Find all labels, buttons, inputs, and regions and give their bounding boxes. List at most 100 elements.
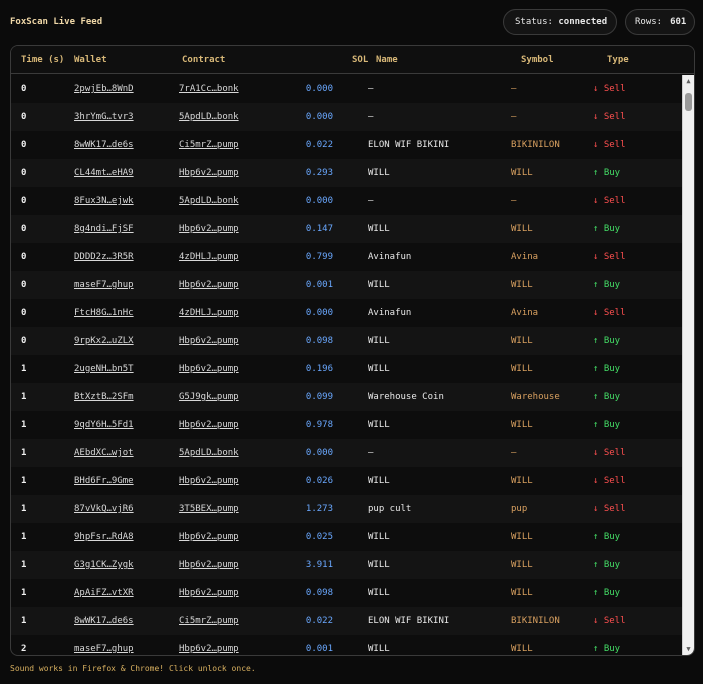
token-name: —: [368, 84, 374, 94]
contract-link[interactable]: Hbp6v2…pump: [179, 476, 239, 486]
wallet-link[interactable]: 8wWK17…de6s: [74, 616, 134, 626]
contract-link[interactable]: Hbp6v2…pump: [179, 644, 239, 654]
contract-link[interactable]: 7rA1Cc…bonk: [179, 84, 239, 94]
sol-amount: 0.000: [305, 308, 333, 318]
contract-link[interactable]: Hbp6v2…pump: [179, 280, 239, 290]
wallet-link[interactable]: DDDD2z…3R5R: [74, 252, 134, 262]
wallet-link[interactable]: ApAiFZ…vtXR: [74, 588, 134, 598]
wallet-link[interactable]: 9qdY6H…5Fd1: [74, 420, 134, 430]
token-name: WILL: [368, 476, 390, 486]
contract-link[interactable]: 4zDHLJ…pump: [179, 252, 239, 262]
contract-link[interactable]: G5J9gk…pump: [179, 392, 239, 402]
token-name: ELON WIF BIKINI: [368, 616, 450, 626]
token-name: —: [368, 112, 374, 122]
wallet-link[interactable]: G3g1CK…Zygk: [74, 560, 134, 570]
rows-pill: Rows: 601: [625, 9, 695, 35]
status-pill: Status: connected: [503, 9, 617, 35]
wallet-link[interactable]: maseF7…ghup: [74, 644, 134, 654]
table-row: 1 2ugeNH…bn5T Hbp6v2…pump 0.196 WILL WILL ↑ Bu…: [11, 355, 682, 383]
trade-table: Time (s) Wallet Contract SOL Name Symbol…: [10, 45, 695, 656]
scroll-down-arrow-icon[interactable]: ▼: [686, 645, 691, 653]
table-row: 0 DDDD2z…3R5R 4zDHLJ…pump 0.799 Avinafun Avin…: [11, 243, 682, 271]
table-row: 2 maseF7…ghup Hbp6v2…pump 0.001 WILL WILL ↑ Bu…: [11, 635, 682, 655]
trade-type: ↑ Buy: [593, 280, 621, 290]
status-value: connected: [558, 17, 608, 27]
token-symbol: —: [511, 448, 517, 458]
table-row: 1 BtXztB…2SFm G5J9gk…pump 0.099 Warehouse Co…: [11, 383, 682, 411]
contract-link[interactable]: Ci5mrZ…pump: [179, 140, 239, 150]
wallet-link[interactable]: 8Fux3N…ejwk: [74, 196, 134, 206]
contract-link[interactable]: Hbp6v2…pump: [179, 336, 239, 346]
wallet-link[interactable]: CL44mt…eHA9: [74, 168, 134, 178]
wallet-link[interactable]: 87vVkQ…vjR6: [74, 504, 134, 514]
wallet-link[interactable]: BtXztB…2SFm: [74, 392, 134, 402]
sol-amount: 0.022: [305, 616, 333, 626]
contract-link[interactable]: 4zDHLJ…pump: [179, 308, 239, 318]
token-name: WILL: [368, 280, 390, 290]
table-row: 0 8Fux3N…ejwk 5ApdLD…bonk 0.000 — — ↓ Sell: [11, 187, 682, 215]
trade-type: ↓ Sell: [593, 448, 626, 458]
trade-type: ↑ Buy: [593, 560, 621, 570]
wallet-link[interactable]: 2ugeNH…bn5T: [74, 364, 134, 374]
token-name: WILL: [368, 364, 390, 374]
trade-type: ↓ Sell: [593, 140, 626, 150]
footer-note: Sound works in Firefox & Chrome! Click u…: [10, 664, 256, 673]
contract-link[interactable]: Hbp6v2…pump: [179, 588, 239, 598]
wallet-link[interactable]: FtcH8G…1nHc: [74, 308, 134, 318]
wallet-link[interactable]: 9rpKx2…uZLX: [74, 336, 134, 346]
contract-link[interactable]: Ci5mrZ…pump: [179, 616, 239, 626]
scrollbar-thumb[interactable]: [685, 93, 692, 111]
table-row: 0 3hrYmG…tvr3 5ApdLD…bonk 0.000 — — ↓ Sell: [11, 103, 682, 131]
contract-link[interactable]: Hbp6v2…pump: [179, 532, 239, 542]
sol-amount: 1.273: [305, 504, 333, 514]
time-cell: 0: [21, 84, 27, 94]
scrollbar[interactable]: ▲ ▼: [682, 75, 694, 655]
contract-link[interactable]: Hbp6v2…pump: [179, 420, 239, 430]
contract-link[interactable]: 3T5BEX…pump: [179, 504, 239, 514]
token-name: WILL: [368, 532, 390, 542]
app-title: FoxScan Live Feed: [10, 17, 103, 27]
column-header-time: Time (s): [21, 55, 65, 65]
sol-amount: 3.911: [305, 560, 333, 570]
wallet-link[interactable]: BHd6Fr…9Gme: [74, 476, 134, 486]
contract-link[interactable]: 5ApdLD…bonk: [179, 112, 239, 122]
wallet-link[interactable]: 2pwjEb…8WnD: [74, 84, 134, 94]
sol-amount: 0.147: [305, 224, 333, 234]
wallet-link[interactable]: AEbdXC…wjot: [74, 448, 134, 458]
time-cell: 0: [21, 168, 27, 178]
time-cell: 0: [21, 224, 27, 234]
contract-link[interactable]: Hbp6v2…pump: [179, 224, 239, 234]
time-cell: 2: [21, 644, 27, 654]
sol-amount: 0.000: [305, 448, 333, 458]
sol-amount: 0.001: [305, 280, 333, 290]
table-row: 1 8wWK17…de6s Ci5mrZ…pump 0.022 ELON WIF BIK…: [11, 607, 682, 635]
table-row: 1 ApAiFZ…vtXR Hbp6v2…pump 0.098 WILL WILL ↑ Bu…: [11, 579, 682, 607]
sol-amount: 0.293: [305, 168, 333, 178]
contract-link[interactable]: Hbp6v2…pump: [179, 168, 239, 178]
token-name: ELON WIF BIKINI: [368, 140, 450, 150]
contract-link[interactable]: Hbp6v2…pump: [179, 364, 239, 374]
column-header-type: Type: [607, 55, 629, 65]
scroll-up-arrow-icon[interactable]: ▲: [686, 77, 691, 85]
contract-link[interactable]: Hbp6v2…pump: [179, 560, 239, 570]
token-symbol: WILL: [511, 532, 533, 542]
wallet-link[interactable]: 8wWK17…de6s: [74, 140, 134, 150]
wallet-link[interactable]: 8g4ndi…FjSF: [74, 224, 134, 234]
table-row: 0 FtcH8G…1nHc 4zDHLJ…pump 0.000 Avinafun Avin…: [11, 299, 682, 327]
wallet-link[interactable]: maseF7…ghup: [74, 280, 134, 290]
wallet-link[interactable]: 9hpFsr…RdA8: [74, 532, 134, 542]
trade-type: ↓ Sell: [593, 196, 626, 206]
token-symbol: WILL: [511, 420, 533, 430]
table-row: 1 9hpFsr…RdA8 Hbp6v2…pump 0.025 WILL WILL ↑ Bu…: [11, 523, 682, 551]
sol-amount: 0.000: [305, 196, 333, 206]
trade-type: ↓ Sell: [593, 84, 626, 94]
rows-label: Rows:: [635, 17, 663, 27]
trade-type: ↑ Buy: [593, 644, 621, 654]
time-cell: 1: [21, 532, 27, 542]
table-row: 0 CL44mt…eHA9 Hbp6v2…pump 0.293 WILL WILL ↑ Bu…: [11, 159, 682, 187]
wallet-link[interactable]: 3hrYmG…tvr3: [74, 112, 134, 122]
table-row: 0 8g4ndi…FjSF Hbp6v2…pump 0.147 WILL WILL ↑ Bu…: [11, 215, 682, 243]
sol-amount: 0.196: [305, 364, 333, 374]
contract-link[interactable]: 5ApdLD…bonk: [179, 448, 239, 458]
contract-link[interactable]: 5ApdLD…bonk: [179, 196, 239, 206]
